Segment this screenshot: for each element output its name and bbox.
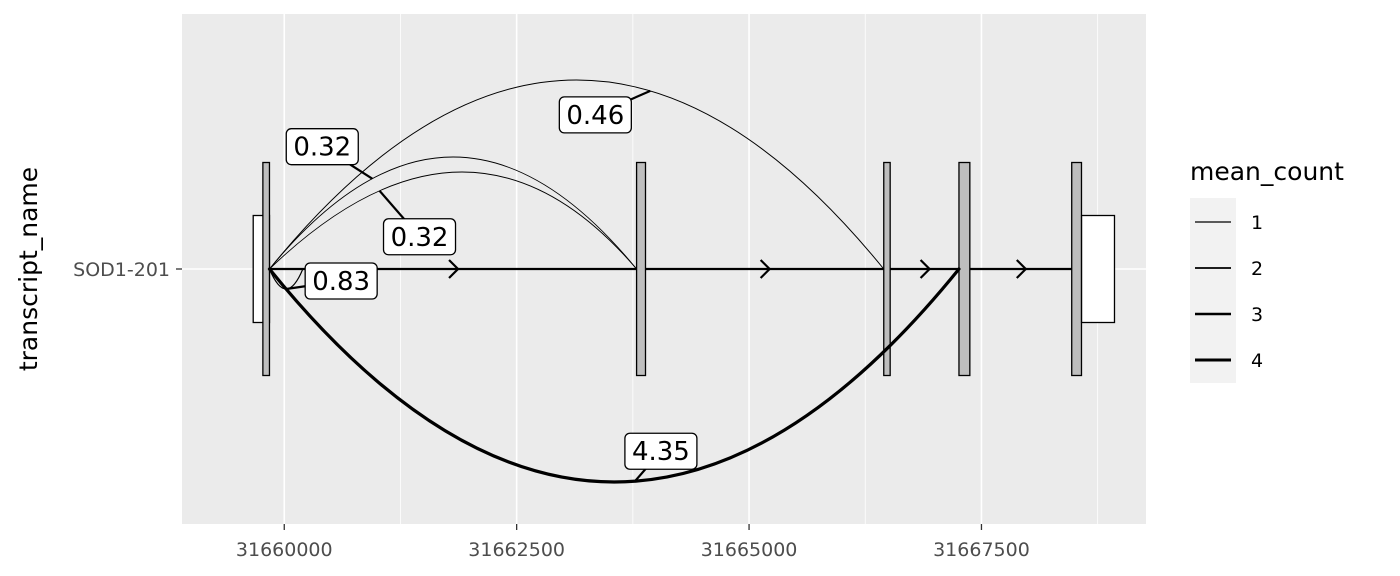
strand-arrow — [919, 259, 932, 279]
junction-label-text: 4.35 — [632, 437, 690, 467]
legend-title: mean_count — [1190, 157, 1344, 186]
coding-exon — [958, 161, 971, 377]
junction-label-box — [624, 432, 698, 470]
junction-label-text: 0.83 — [312, 267, 370, 297]
junction-label-text: 0.32 — [293, 133, 351, 163]
x-axis: 31660000 31662500 31665000 31667500 — [236, 524, 1030, 561]
junction-label-box — [304, 262, 378, 300]
junction-label-box — [558, 96, 632, 134]
strand-arrow — [759, 259, 772, 279]
x-tick-label: 31662500 — [468, 539, 565, 561]
legend-label: 1 — [1251, 212, 1263, 234]
junction-arc — [269, 156, 638, 270]
coding-exon — [1071, 161, 1083, 377]
strand-arrow — [448, 259, 460, 279]
x-tick-label: 31660000 — [236, 539, 333, 561]
junction-arcs — [267, 79, 961, 484]
junction-labels: 0.46 0.32 0.32 0.83 4.35 — [285, 89, 698, 482]
legend-label: 4 — [1251, 350, 1263, 372]
junction-arc — [269, 171, 638, 270]
junction-arc — [267, 267, 961, 484]
x-tick-label: 31665000 — [701, 539, 798, 561]
legend: mean_count 1 2 3 4 — [1190, 157, 1344, 383]
junction-label-text: 0.46 — [566, 101, 624, 131]
junction-label-box — [285, 128, 359, 166]
junction-label-text: 0.32 — [391, 223, 449, 253]
coding-exon — [635, 161, 647, 377]
coding-exon — [883, 161, 891, 377]
junction-label-box — [382, 218, 457, 256]
legend-label: 3 — [1251, 304, 1263, 326]
x-tick-label: 31667500 — [933, 539, 1030, 561]
junction-arc — [268, 79, 885, 270]
y-tick-label: SOD1-201 — [73, 259, 170, 281]
y-axis: SOD1-201 — [73, 259, 182, 281]
y-axis-title: transcript_name — [14, 167, 43, 371]
utr-exon — [1080, 214, 1116, 324]
legend-label: 2 — [1251, 258, 1263, 280]
strand-arrow — [1016, 259, 1028, 279]
legend-key-background — [1190, 198, 1236, 383]
